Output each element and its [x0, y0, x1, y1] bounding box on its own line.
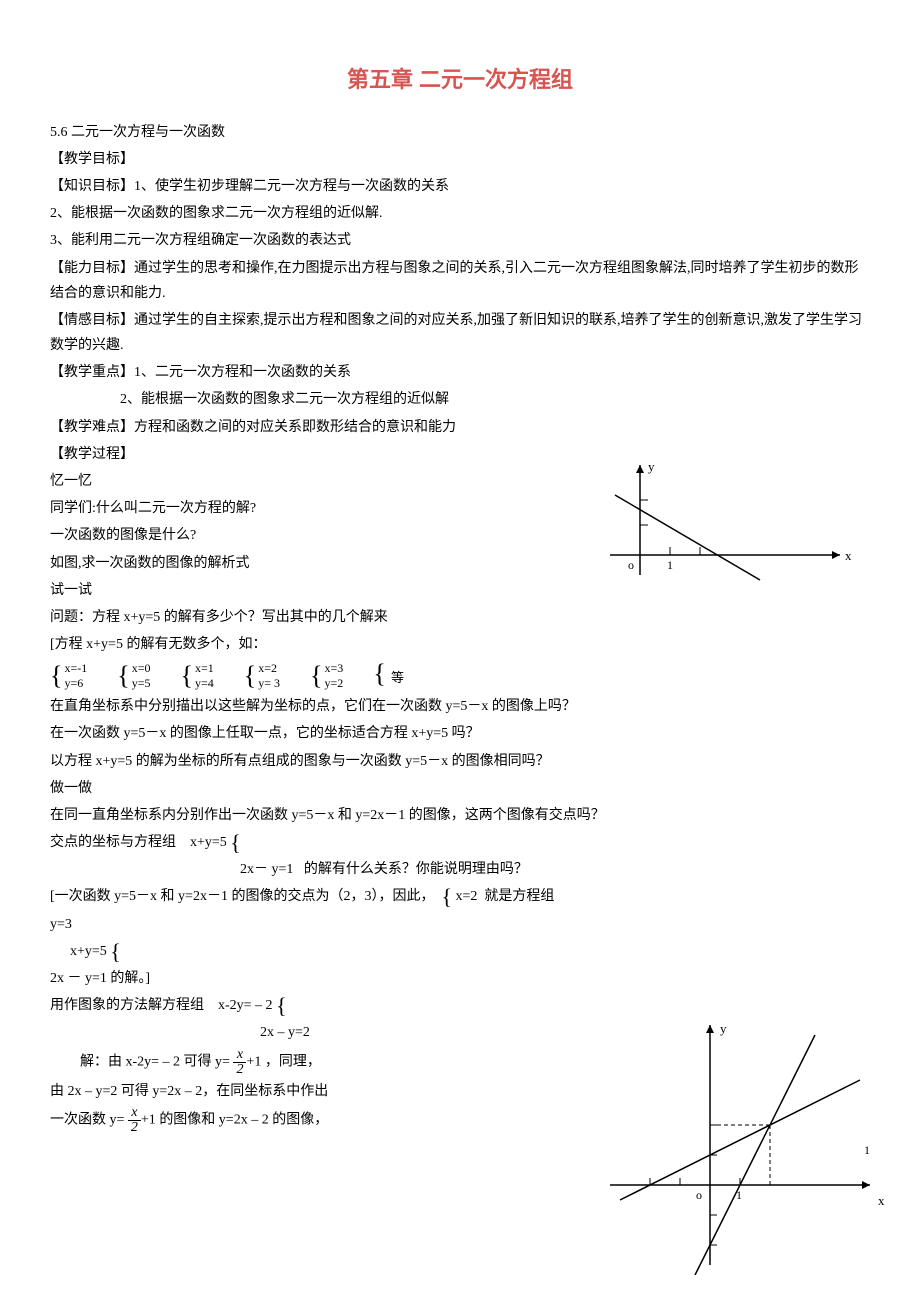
knowledge-2: 2、能根据一次函数的图象求二元一次方程组的近似解. [50, 201, 870, 226]
focus-2: 2、能根据一次函数的图象求二元一次方程组的近似解 [50, 387, 870, 412]
try-q1: 问题：方程 x+y=5 的解有多少个？写出其中的几个解来 [50, 605, 870, 630]
try-p3: 以方程 x+y=5 的解为坐标的所有点组成的图象与一次函数 y=5－x 的图像相… [50, 749, 870, 774]
graph1-y-label: y [648, 459, 655, 474]
do-header: 做一做 [50, 776, 870, 801]
knowledge-3: 3、能利用二元一次方程组确定一次函数的表达式 [50, 228, 870, 253]
graph1-tick: 1 [667, 558, 673, 572]
brace-icon: { [50, 663, 62, 689]
graph1-origin: o [628, 558, 634, 572]
label-focus: 【教学重点】 [50, 365, 134, 380]
brace-icon: { [441, 884, 452, 909]
brace-icon: { [117, 663, 129, 689]
graph-2: o 1 x y [600, 1015, 900, 1275]
graph2-y-label: y [720, 1021, 727, 1036]
label-goal: 【教学目标】 [50, 147, 870, 172]
emotion-para: 【情感目标】通过学生的自主探索,提示出方程和图象之间的对应关系,加强了新旧知识的… [50, 308, 870, 358]
graph2-tick: 1 [736, 1188, 742, 1202]
eq-etc: { 等 [373, 661, 404, 689]
label-ability: 【能力目标】 [50, 261, 134, 276]
brace-icon: { [276, 993, 287, 1018]
do-p3-y: y=3 [50, 912, 870, 937]
do-p1: 在同一直角坐标系内分别作出一次函数 y=5－x 和 y=2x－1 的图像，这两个… [50, 803, 870, 828]
do-p2-line2: 2x－ y=1 的解有什么关系？你能说明理由吗？ [50, 857, 870, 882]
graph2-x-label: x [878, 1193, 885, 1208]
do-p4b: 2x － y=1 的解。] [50, 966, 870, 991]
do-p4: x+y=5 { [50, 939, 870, 964]
label-difficulty: 【教学难点】 [50, 420, 134, 435]
do-p3: [一次函数 y=5－x 和 y=2x－1 的图像的交点为（2，3），因此， { … [50, 884, 870, 909]
brace-icon: { [310, 663, 322, 689]
chapter-title: 第五章 二元一次方程组 [50, 60, 870, 100]
brace-icon: { [110, 939, 121, 964]
fraction-2: x 2 [128, 1106, 141, 1135]
try-p2: 在一次函数 y=5－x 的图像上任取一点，它的坐标适合方程 x+y=5 吗？ [50, 721, 870, 746]
graph-1: o 1 x y [580, 455, 880, 595]
brace-icon: { [181, 663, 193, 689]
eq-pair-2: { x=0y=5 [117, 661, 150, 690]
eq-pair-5: { x=3y=2 [310, 661, 343, 690]
equation-solutions-row: { x=-1y=6 { x=0y=5 { x=1y=4 { x=2y= 3 { … [50, 661, 870, 690]
eq-pair-3: { x=1y=4 [181, 661, 214, 690]
ability-para: 【能力目标】通过学生的思考和操作,在力图提示出方程与图象之间的关系,引入二元一次… [50, 256, 870, 306]
focus-1: 【教学重点】1、二元一次方程和一次函数的关系 [50, 360, 870, 385]
brace-icon: { [373, 659, 385, 688]
fraction-1: x 2 [233, 1048, 246, 1077]
page-number: 1 [864, 1140, 870, 1162]
knowledge-1: 【知识目标】1、使学生初步理解二元一次方程与一次函数的关系 [50, 174, 870, 199]
try-p1: 在直角坐标系中分别描出以这些解为坐标的点，它们在一次函数 y=5－x 的图像上吗… [50, 694, 870, 719]
brace-icon: { [244, 663, 256, 689]
label-emotion: 【情感目标】 [50, 313, 134, 328]
graph1-x-label: x [845, 548, 852, 563]
label-knowledge: 【知识目标】 [50, 179, 134, 194]
eq-pair-1: { x=-1y=6 [50, 661, 87, 690]
graph2-origin: o [696, 1188, 702, 1202]
brace-icon: { [230, 830, 241, 855]
eq-pair-4: { x=2y= 3 [244, 661, 280, 690]
section-number: 5.6 二元一次方程与一次函数 [50, 120, 870, 145]
try-note: [方程 x+y=5 的解有无数多个，如： [50, 632, 870, 657]
do-p2: 交点的坐标与方程组 x+y=5 { [50, 830, 870, 855]
difficulty-para: 【教学难点】方程和函数之间的对应关系即数形结合的意识和能力 [50, 415, 870, 440]
